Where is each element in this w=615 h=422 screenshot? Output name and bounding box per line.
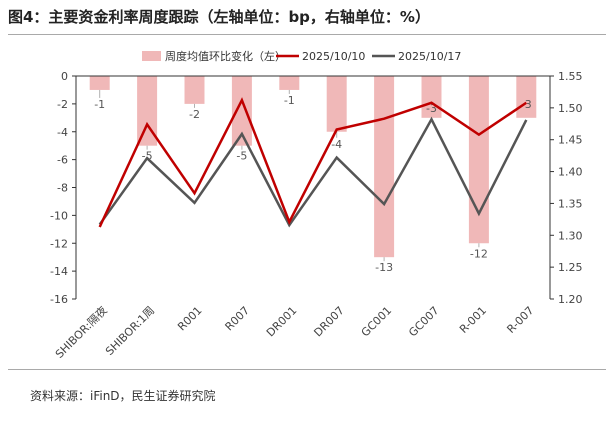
category-label-0: SHIBOR:隔夜	[52, 303, 110, 361]
right-tick-label-0: 1.55	[558, 70, 583, 83]
combo-chart: 周度均值环比变化（左） 2025/10/10 2025/10/17 -1 -5 -2 -5 -…	[50, 49, 583, 361]
bar-value-label-5: -4	[331, 138, 342, 151]
bar-5	[326, 76, 347, 132]
left-tick-label-7: -14	[50, 265, 68, 278]
left-tick-label-0: 0	[61, 70, 68, 83]
title-divider	[8, 34, 606, 35]
bar-6	[374, 76, 395, 258]
left-tick-label-6: -12	[50, 237, 68, 250]
category-label-5: DR007	[311, 304, 346, 339]
right-tick-label-1: 1.50	[558, 102, 583, 115]
bar-value-label-3: -5	[236, 150, 247, 163]
left-tick-label-1: -2	[57, 98, 68, 111]
left-tick-label-8: -16	[50, 293, 68, 306]
source-note: 资料来源：iFinD，民生证券研究院	[30, 389, 216, 403]
right-tick-label-2: 1.45	[558, 134, 583, 147]
left-tick-label-3: -6	[57, 154, 68, 167]
bar-value-label-1: -5	[142, 150, 153, 163]
bar-value-label-8: -12	[470, 247, 488, 260]
right-tick-label-4: 1.35	[558, 197, 583, 210]
left-tick-label-2: -4	[57, 126, 68, 139]
left-tick-label-4: -8	[57, 182, 68, 195]
bar-3	[231, 76, 252, 146]
bar-value-label-4: -1	[284, 94, 295, 107]
category-label-3: R007	[223, 304, 252, 333]
left-tick-label-5: -10	[50, 209, 68, 222]
bar-4	[279, 76, 300, 90]
figure-title: 图4：主要资金利率周度跟踪（左轴单位：bp，右轴单位：%）	[8, 8, 430, 26]
category-label-7: GC007	[406, 304, 441, 339]
right-tick-label-7: 1.20	[558, 293, 583, 306]
bar-value-label-0: -1	[94, 98, 105, 111]
category-label-2: R001	[175, 304, 204, 333]
series-line-2025-10-17	[98, 116, 528, 228]
legend-label-1: 2025/10/10	[302, 50, 365, 63]
legend-swatch-0	[142, 51, 161, 61]
right-tick-label-6: 1.25	[558, 261, 583, 274]
source-divider	[8, 369, 606, 370]
category-label-6: GC001	[359, 304, 394, 339]
bar-value-label-9: -3	[521, 98, 532, 111]
bar-value-label-2: -2	[189, 108, 200, 121]
series-line-2025-10-10	[98, 97, 527, 228]
category-label-4: DR001	[264, 304, 299, 339]
bar-1	[137, 76, 158, 146]
legend-label-2: 2025/10/17	[398, 50, 461, 63]
right-tick-label-3: 1.40	[558, 166, 583, 179]
bar-2	[184, 76, 205, 104]
category-label-9: R-007	[504, 304, 536, 336]
bar-value-label-7: -3	[426, 102, 437, 115]
right-tick-label-5: 1.30	[558, 229, 583, 242]
category-label-1: SHIBOR:1周	[103, 304, 157, 358]
bar-0	[89, 76, 110, 90]
legend-label-0: 周度均值环比变化（左）	[165, 49, 286, 63]
category-label-8: R-001	[457, 304, 489, 336]
bar-8	[468, 76, 489, 244]
bar-value-label-6: -13	[375, 261, 393, 274]
